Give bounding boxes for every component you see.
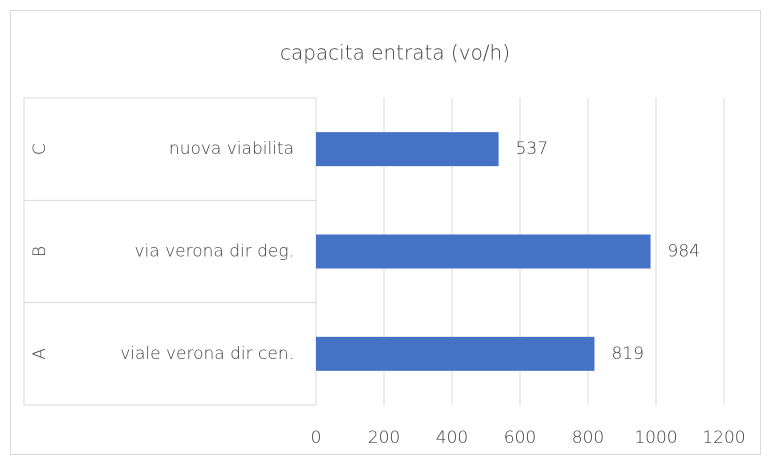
- bar: [316, 234, 651, 269]
- x-tick-label: 0: [311, 428, 322, 448]
- x-tick-label: 400: [436, 428, 468, 448]
- data-label: 819: [611, 344, 643, 364]
- group-label: C: [30, 143, 50, 155]
- chart-title: capacita entrata (vo/h): [280, 41, 510, 65]
- bar: [316, 336, 595, 371]
- bar: [316, 132, 499, 167]
- x-tick-label: 800: [572, 428, 604, 448]
- chart-border: [10, 10, 761, 455]
- group-label: A: [30, 348, 50, 360]
- data-label: 984: [668, 242, 700, 262]
- category-label: viale verona dir cen.: [120, 344, 294, 364]
- category-label: nuova viabilita: [169, 139, 294, 159]
- group-label: B: [30, 246, 50, 257]
- data-label: 537: [516, 139, 548, 159]
- x-tick-label: 1000: [634, 428, 677, 448]
- category-label: via verona dir deg.: [135, 242, 295, 262]
- x-tick-label: 200: [368, 428, 400, 448]
- x-tick-label: 600: [504, 428, 536, 448]
- x-tick-label: 1200: [702, 428, 745, 448]
